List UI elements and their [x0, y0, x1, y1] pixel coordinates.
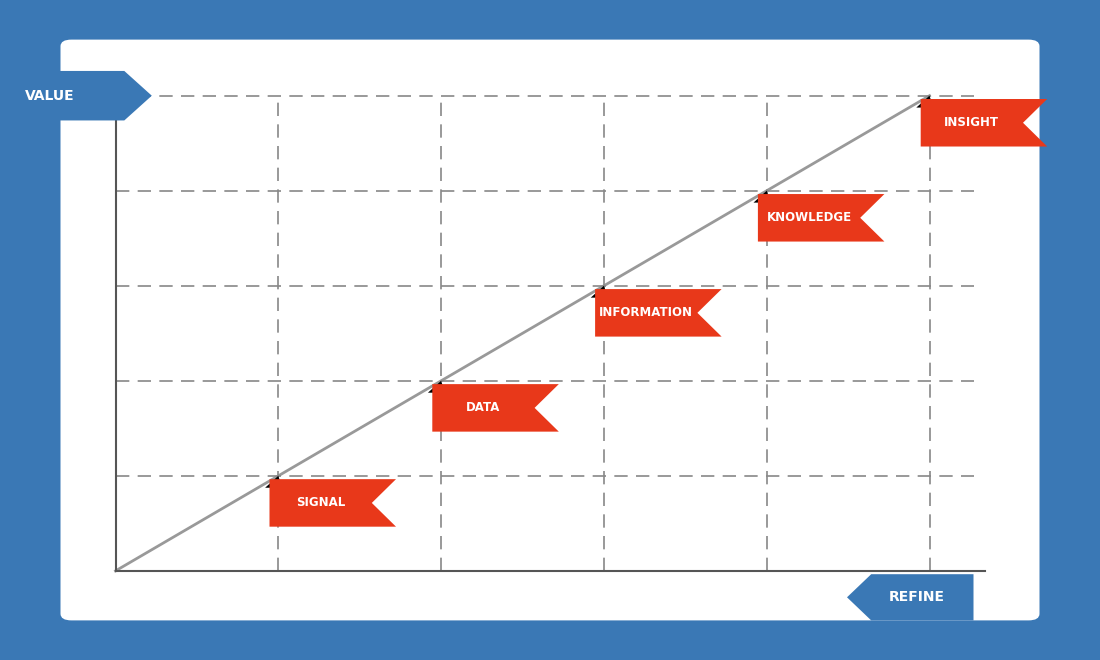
Polygon shape: [432, 384, 559, 432]
Polygon shape: [591, 286, 608, 298]
Polygon shape: [758, 194, 884, 242]
Polygon shape: [921, 99, 1047, 147]
Polygon shape: [428, 381, 446, 393]
FancyBboxPatch shape: [60, 40, 1040, 620]
Polygon shape: [270, 479, 396, 527]
Text: INSIGHT: INSIGHT: [944, 116, 999, 129]
Text: SIGNAL: SIGNAL: [296, 496, 345, 510]
Polygon shape: [754, 191, 771, 203]
Polygon shape: [0, 71, 152, 121]
Text: KNOWLEDGE: KNOWLEDGE: [767, 211, 851, 224]
Text: INFORMATION: INFORMATION: [600, 306, 693, 319]
Polygon shape: [595, 289, 722, 337]
Polygon shape: [265, 476, 283, 488]
Text: REFINE: REFINE: [889, 590, 945, 605]
Polygon shape: [916, 96, 934, 108]
Text: VALUE: VALUE: [25, 88, 75, 103]
Polygon shape: [847, 574, 974, 620]
Text: DATA: DATA: [466, 401, 500, 414]
